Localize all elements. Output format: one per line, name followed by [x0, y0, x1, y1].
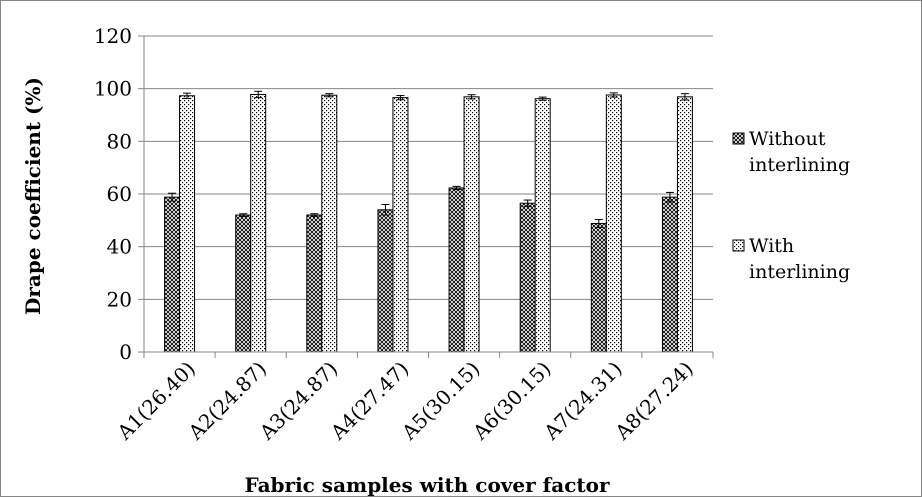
bar — [676, 96, 693, 353]
legend: Without interlining With interlining — [732, 128, 850, 283]
y-axis-title: Drape coefficient (%) — [21, 77, 45, 315]
y-tick-label: 80 — [107, 129, 132, 153]
bar — [392, 97, 409, 353]
bar — [321, 94, 338, 353]
y-tick-label: 20 — [107, 287, 132, 311]
legend-label: With — [749, 235, 794, 257]
bar — [164, 196, 181, 353]
x-axis-title: Fabric samples with cover factor — [244, 473, 609, 497]
bar — [250, 93, 267, 353]
y-tick-label: 40 — [107, 235, 132, 259]
legend-label: interlining — [749, 261, 850, 283]
bar — [377, 209, 394, 353]
bar — [519, 202, 536, 353]
y-tick-label: 100 — [94, 77, 132, 101]
bar — [306, 214, 323, 353]
legend-swatch — [732, 132, 745, 145]
legend-swatch — [732, 239, 745, 252]
bar — [179, 95, 196, 353]
y-tick-label: 60 — [107, 182, 132, 206]
legend-label: Without — [749, 128, 826, 150]
bar — [448, 187, 465, 353]
axes — [138, 35, 714, 358]
legend-label: interlining — [749, 154, 850, 176]
bars — [164, 90, 693, 353]
bar — [590, 222, 607, 353]
bar — [463, 96, 480, 353]
bar — [605, 94, 622, 353]
bar — [235, 214, 252, 353]
bar — [534, 98, 551, 353]
y-tick-label: 0 — [119, 340, 132, 364]
y-tick-label: 120 — [94, 24, 132, 48]
bar — [661, 196, 678, 353]
